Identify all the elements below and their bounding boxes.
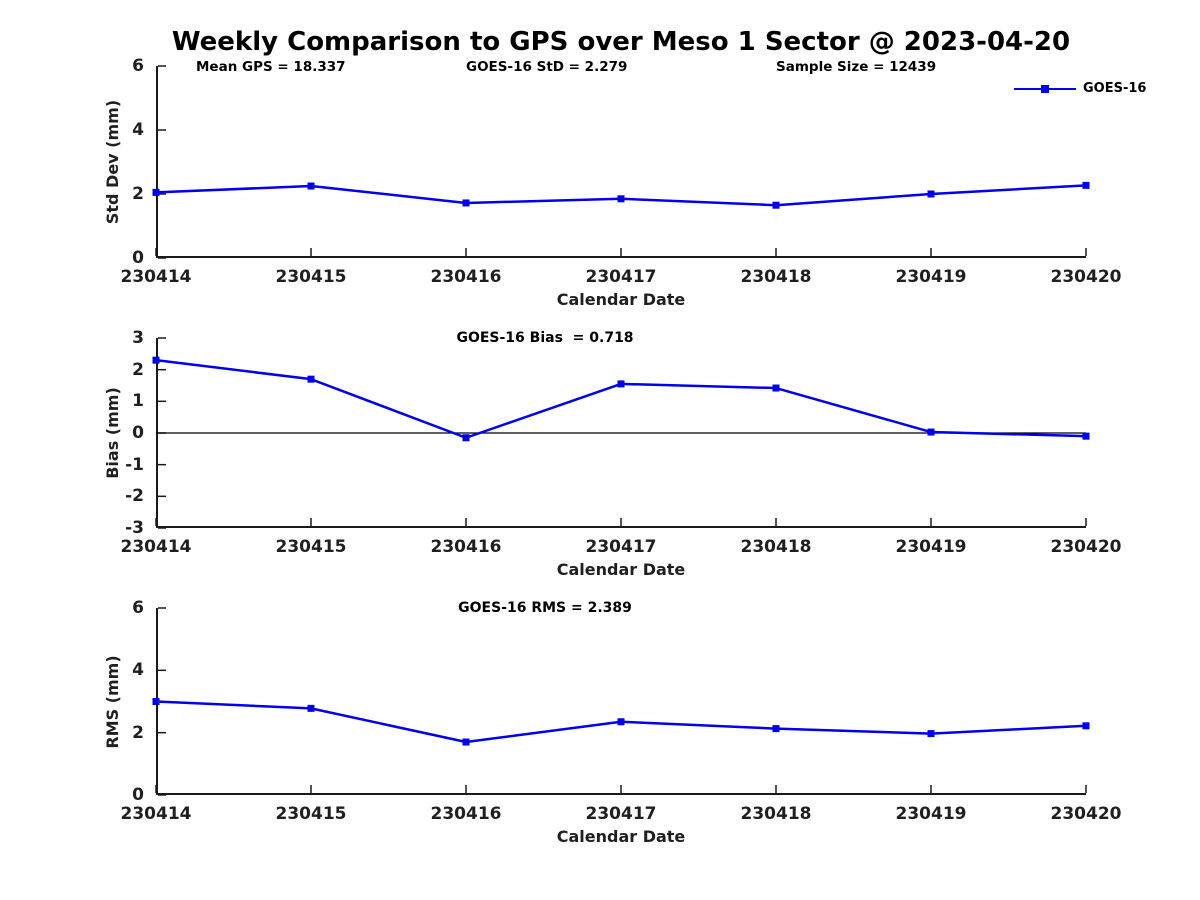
y-tick-label: -3 bbox=[125, 518, 144, 538]
plot-bias: GOES-16 Bias = 0.718 Bias (mm) Calendar … bbox=[0, 328, 1200, 579]
x-tick-label: 230415 bbox=[275, 537, 347, 557]
x-tick-label: 230420 bbox=[1050, 804, 1122, 824]
x-tick-label: 230418 bbox=[740, 267, 812, 287]
legend-line-sample bbox=[1014, 84, 1076, 93]
y-tick-label: -1 bbox=[125, 454, 144, 475]
x-tick-label: 230418 bbox=[740, 537, 812, 557]
y-tick-label: 4 bbox=[132, 120, 144, 140]
chart-canvas bbox=[152, 607, 1090, 796]
plot-std-dev: Std Dev (mm) Calendar Date 230414 230415 2… bbox=[0, 56, 1200, 309]
plot-rms: GOES-16 RMS = 2.389 RMS (mm) Calendar Da… bbox=[0, 598, 1200, 846]
y-tick-label: 2 bbox=[132, 722, 144, 743]
plot-area bbox=[152, 65, 1090, 259]
x-tick-label: 230420 bbox=[1050, 267, 1122, 287]
chart-canvas bbox=[152, 65, 1090, 259]
y-tick-label: 6 bbox=[132, 598, 144, 618]
legend: GOES-16 bbox=[1014, 80, 1146, 98]
y-axis-label: Std Dev (mm) bbox=[103, 99, 122, 225]
figure-title: Weekly Comparison to GPS over Meso 1 Sec… bbox=[171, 27, 1071, 57]
plot-area bbox=[152, 337, 1090, 529]
x-tick-label: 230417 bbox=[585, 267, 657, 287]
chart-canvas bbox=[152, 337, 1090, 529]
x-axis-label: Calendar Date bbox=[556, 560, 686, 579]
x-tick-label: 230417 bbox=[585, 804, 657, 824]
annotation-goes16-std: GOES-16 StD = 2.279 bbox=[466, 59, 628, 75]
y-tick-label: 0 bbox=[132, 423, 144, 443]
y-tick-label: 1 bbox=[132, 391, 144, 412]
x-tick-label: 230419 bbox=[895, 804, 967, 824]
x-tick-label: 230420 bbox=[1050, 537, 1122, 557]
x-tick-label: 230418 bbox=[740, 804, 812, 824]
x-tick-label: 230417 bbox=[585, 537, 657, 557]
x-tick-label: 230416 bbox=[430, 537, 502, 557]
legend-square-marker-icon bbox=[1041, 84, 1049, 93]
subplot-title: GOES-16 RMS = 2.389 bbox=[458, 600, 632, 616]
y-tick-label: -2 bbox=[125, 486, 144, 507]
x-axis-label: Calendar Date bbox=[556, 290, 686, 309]
y-tick-label: 3 bbox=[132, 328, 144, 348]
x-tick-label: 230416 bbox=[430, 804, 502, 824]
y-tick-label: 0 bbox=[132, 248, 144, 268]
legend-label: GOES-16 bbox=[1083, 81, 1147, 96]
plot-area bbox=[152, 607, 1090, 796]
y-tick-label: 0 bbox=[132, 785, 144, 805]
subplot-title: GOES-16 Bias = 0.718 bbox=[456, 330, 634, 346]
x-tick-label: 230419 bbox=[895, 267, 967, 287]
y-tick-label: 4 bbox=[132, 660, 144, 681]
x-tick-label: 230414 bbox=[120, 537, 192, 557]
y-tick-label: 2 bbox=[132, 359, 144, 380]
annotation-sample-size: Sample Size = 12439 bbox=[776, 59, 937, 75]
x-axis-label: Calendar Date bbox=[556, 827, 686, 846]
y-tick-label: 2 bbox=[132, 184, 144, 204]
x-tick-label: 230414 bbox=[120, 267, 192, 287]
x-tick-label: 230415 bbox=[275, 267, 347, 287]
x-tick-label: 230419 bbox=[895, 537, 967, 557]
x-tick-label: 230415 bbox=[275, 804, 347, 824]
x-tick-label: 230416 bbox=[430, 267, 502, 287]
y-tick-label: 6 bbox=[132, 56, 144, 76]
x-tick-label: 230414 bbox=[120, 804, 192, 824]
y-axis-label: RMS (mm) bbox=[103, 655, 122, 749]
annotation-mean-gps: Mean GPS = 18.337 bbox=[196, 59, 346, 75]
